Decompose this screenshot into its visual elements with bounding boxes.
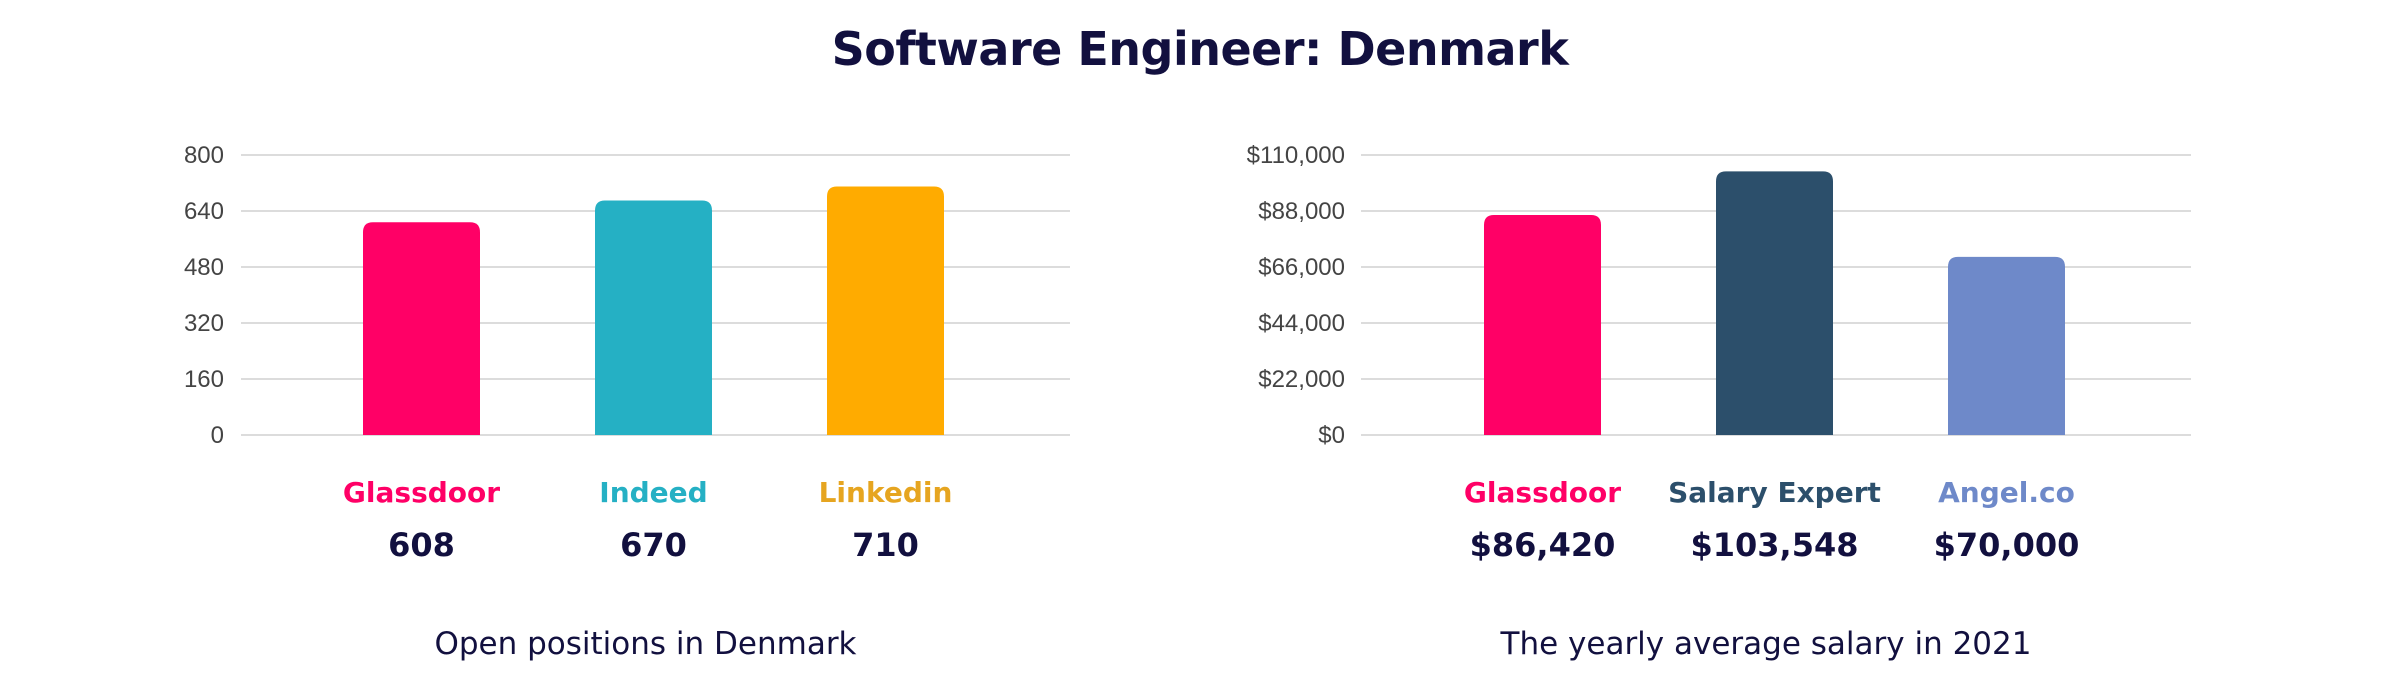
value-label: $103,548 [1690, 526, 1858, 564]
value-label: 670 [620, 526, 687, 564]
category-label: Glassdoor [343, 476, 500, 509]
y-tick-label: 160 [184, 366, 224, 393]
bar-linkedin [827, 186, 944, 435]
bar-angel-co [1948, 256, 2065, 435]
category-label: Salary Expert [1668, 476, 1881, 509]
value-label: $70,000 [1934, 526, 2080, 564]
y-tick-label: 800 [184, 142, 224, 169]
bar-salary-expert [1716, 171, 1833, 435]
category-label: Indeed [599, 476, 707, 509]
page-title: Software Engineer: Denmark [831, 22, 1569, 76]
y-tick-label: $88,000 [1258, 198, 1345, 225]
y-tick-label: 640 [184, 198, 224, 225]
chart-caption: Open positions in Denmark [434, 626, 856, 662]
y-tick-label: $66,000 [1258, 254, 1345, 281]
category-label: Angel.co [1938, 476, 2075, 509]
value-label: $86,420 [1470, 526, 1616, 564]
bar-glassdoor [363, 222, 480, 435]
y-tick-label: 480 [184, 254, 224, 281]
y-tick-label: $22,000 [1258, 366, 1345, 393]
y-tick-label: $0 [1318, 422, 1345, 449]
bar-indeed [595, 200, 712, 435]
y-tick-label: $110,000 [1247, 142, 1345, 169]
value-label: 608 [388, 526, 455, 564]
y-tick-label: 0 [211, 422, 224, 449]
bar-glassdoor [1484, 215, 1601, 435]
chart-caption: The yearly average salary in 2021 [1500, 626, 2032, 662]
value-label: 710 [852, 526, 919, 564]
y-tick-label: $44,000 [1258, 310, 1345, 337]
y-tick-label: 320 [184, 310, 224, 337]
category-label: Linkedin [819, 476, 953, 509]
category-label: Glassdoor [1464, 476, 1621, 509]
